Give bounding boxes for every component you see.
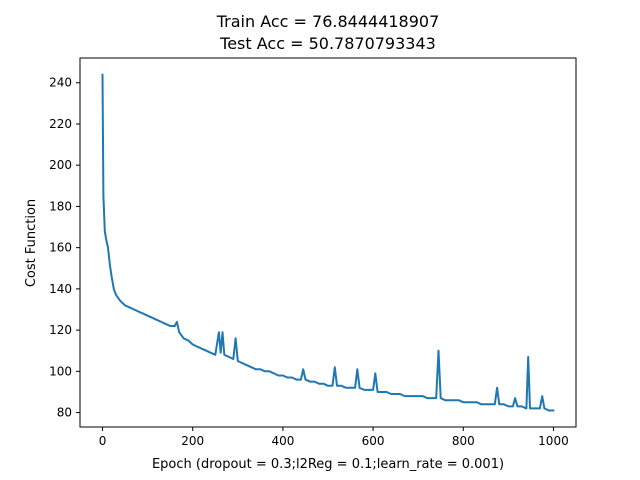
- x-tick-label: 400: [271, 434, 294, 448]
- x-axis-ticks: 0 200 400 600 800 1000: [99, 427, 569, 448]
- x-tick-label: 1000: [538, 434, 569, 448]
- y-tick-label: 220: [49, 117, 72, 131]
- y-tick-label: 180: [49, 199, 72, 213]
- y-tick-label: 80: [57, 406, 72, 420]
- y-tick-label: 160: [49, 241, 72, 255]
- series-line: [103, 75, 554, 411]
- chart-title-line-1: Train Acc = 76.8444418907: [216, 12, 440, 31]
- x-tick-label: 800: [452, 434, 475, 448]
- x-axis-label: Epoch (dropout = 0.3;l2Reg = 0.1;learn_r…: [152, 457, 504, 472]
- y-tick-label: 120: [49, 323, 72, 337]
- x-tick-label: 0: [99, 434, 107, 448]
- x-tick-label: 600: [362, 434, 385, 448]
- y-axis-ticks: 80 100 120 140 160 180 200 220 240: [49, 76, 80, 420]
- chart-title-line-2: Test Acc = 50.7870793343: [219, 34, 436, 53]
- y-tick-label: 200: [49, 158, 72, 172]
- y-tick-label: 100: [49, 364, 72, 378]
- plot-frame: [80, 58, 576, 427]
- y-tick-label: 140: [49, 282, 72, 296]
- x-tick-label: 200: [181, 434, 204, 448]
- y-tick-label: 240: [49, 76, 72, 90]
- y-axis-label: Cost Function: [24, 199, 39, 287]
